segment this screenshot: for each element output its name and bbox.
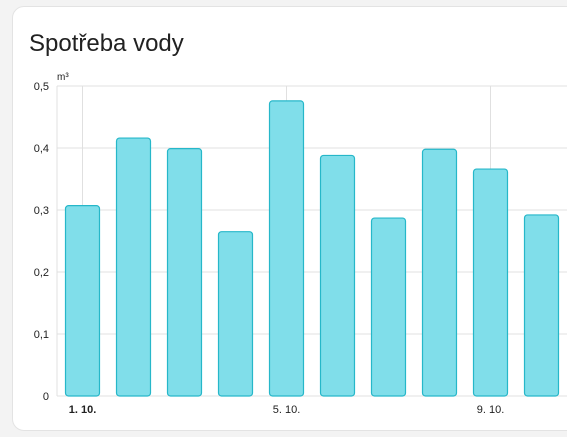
y-tick-label: 0,4 [34, 143, 49, 155]
y-tick-label: 0,3 [34, 205, 49, 217]
bar[interactable] [268, 100, 305, 397]
bar-series [64, 100, 560, 397]
bar[interactable] [115, 137, 152, 397]
card-title: Spotřeba vody [29, 30, 184, 57]
bar[interactable] [523, 214, 560, 397]
bar[interactable] [166, 148, 203, 397]
y-axis-unit: m³ [57, 72, 69, 83]
bar[interactable] [64, 205, 101, 397]
bar[interactable] [217, 231, 254, 397]
y-tick-label: 0 [43, 391, 49, 403]
x-tick-label: 9. 10. [477, 404, 505, 416]
axis-labels: m³ 0 0,1 0,2 0,3 0,4 0,5 1. 10. 5. 10. 9. 10. [34, 72, 505, 416]
bar[interactable] [319, 154, 356, 397]
y-tick-label: 0,1 [34, 329, 49, 341]
x-tick-label: 1. 10. [69, 404, 97, 416]
bar[interactable] [421, 148, 458, 397]
y-tick-label: 0,2 [34, 267, 49, 279]
bar[interactable] [370, 217, 407, 397]
y-tick-label: 0,5 [34, 81, 49, 93]
x-tick-label: 5. 10. [273, 404, 301, 416]
bar[interactable] [472, 168, 509, 397]
